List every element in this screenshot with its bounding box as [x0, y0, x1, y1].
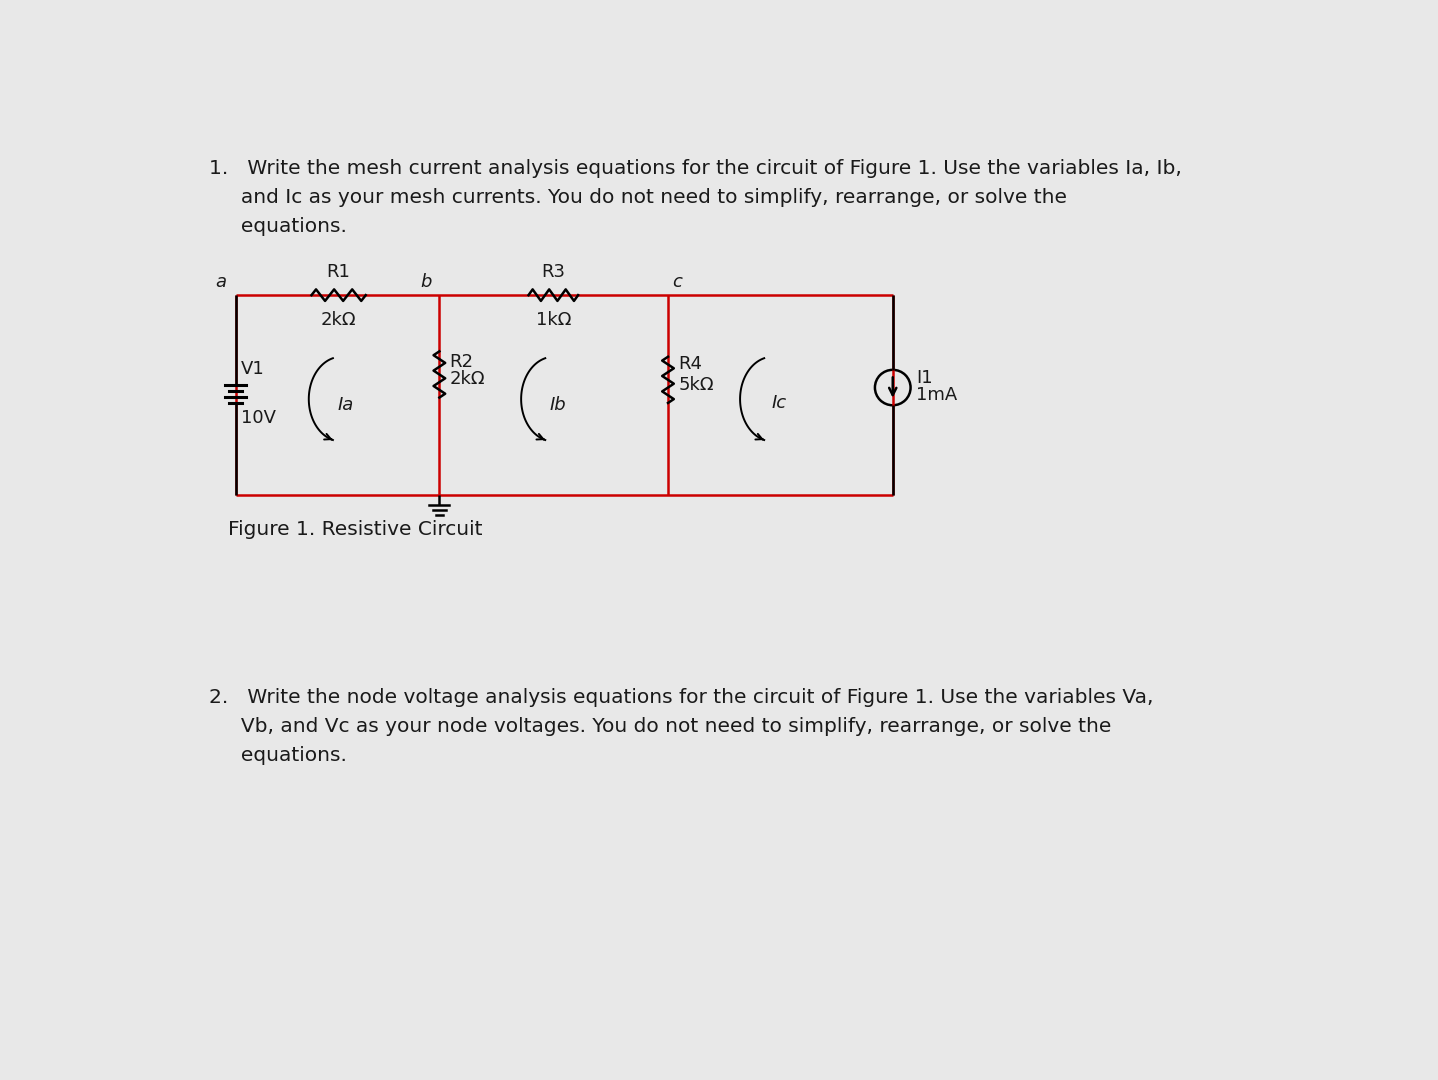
Text: 1mA: 1mA	[916, 387, 958, 404]
Text: 5kΩ: 5kΩ	[679, 376, 713, 394]
Text: R3: R3	[541, 264, 565, 281]
Text: Figure 1. Resistive Circuit: Figure 1. Resistive Circuit	[227, 519, 482, 539]
Text: c: c	[672, 273, 682, 292]
Text: a: a	[216, 273, 226, 292]
Text: Ia: Ia	[336, 396, 354, 415]
Text: Ib: Ib	[549, 396, 567, 415]
Text: R1: R1	[326, 264, 351, 281]
Text: equations.: equations.	[209, 746, 347, 766]
Text: Ic: Ic	[771, 394, 787, 411]
Text: 2.   Write the node voltage analysis equations for the circuit of Figure 1. Use : 2. Write the node voltage analysis equat…	[209, 688, 1153, 706]
Text: and Ic as your mesh currents. You do not need to simplify, rearrange, or solve t: and Ic as your mesh currents. You do not…	[209, 188, 1067, 207]
Text: Vb, and Vc as your node voltages. You do not need to simplify, rearrange, or sol: Vb, and Vc as your node voltages. You do…	[209, 717, 1112, 737]
Text: R2: R2	[450, 353, 473, 372]
Text: 2kΩ: 2kΩ	[450, 370, 485, 388]
Text: 10V: 10V	[242, 409, 276, 427]
Text: V1: V1	[242, 361, 265, 378]
Text: R4: R4	[679, 355, 702, 374]
Text: 1kΩ: 1kΩ	[535, 311, 571, 329]
Text: I1: I1	[916, 368, 933, 387]
Text: equations.: equations.	[209, 217, 347, 237]
Text: 1.   Write the mesh current analysis equations for the circuit of Figure 1. Use : 1. Write the mesh current analysis equat…	[209, 159, 1182, 178]
Text: b: b	[420, 273, 431, 292]
Text: 2kΩ: 2kΩ	[321, 311, 357, 329]
